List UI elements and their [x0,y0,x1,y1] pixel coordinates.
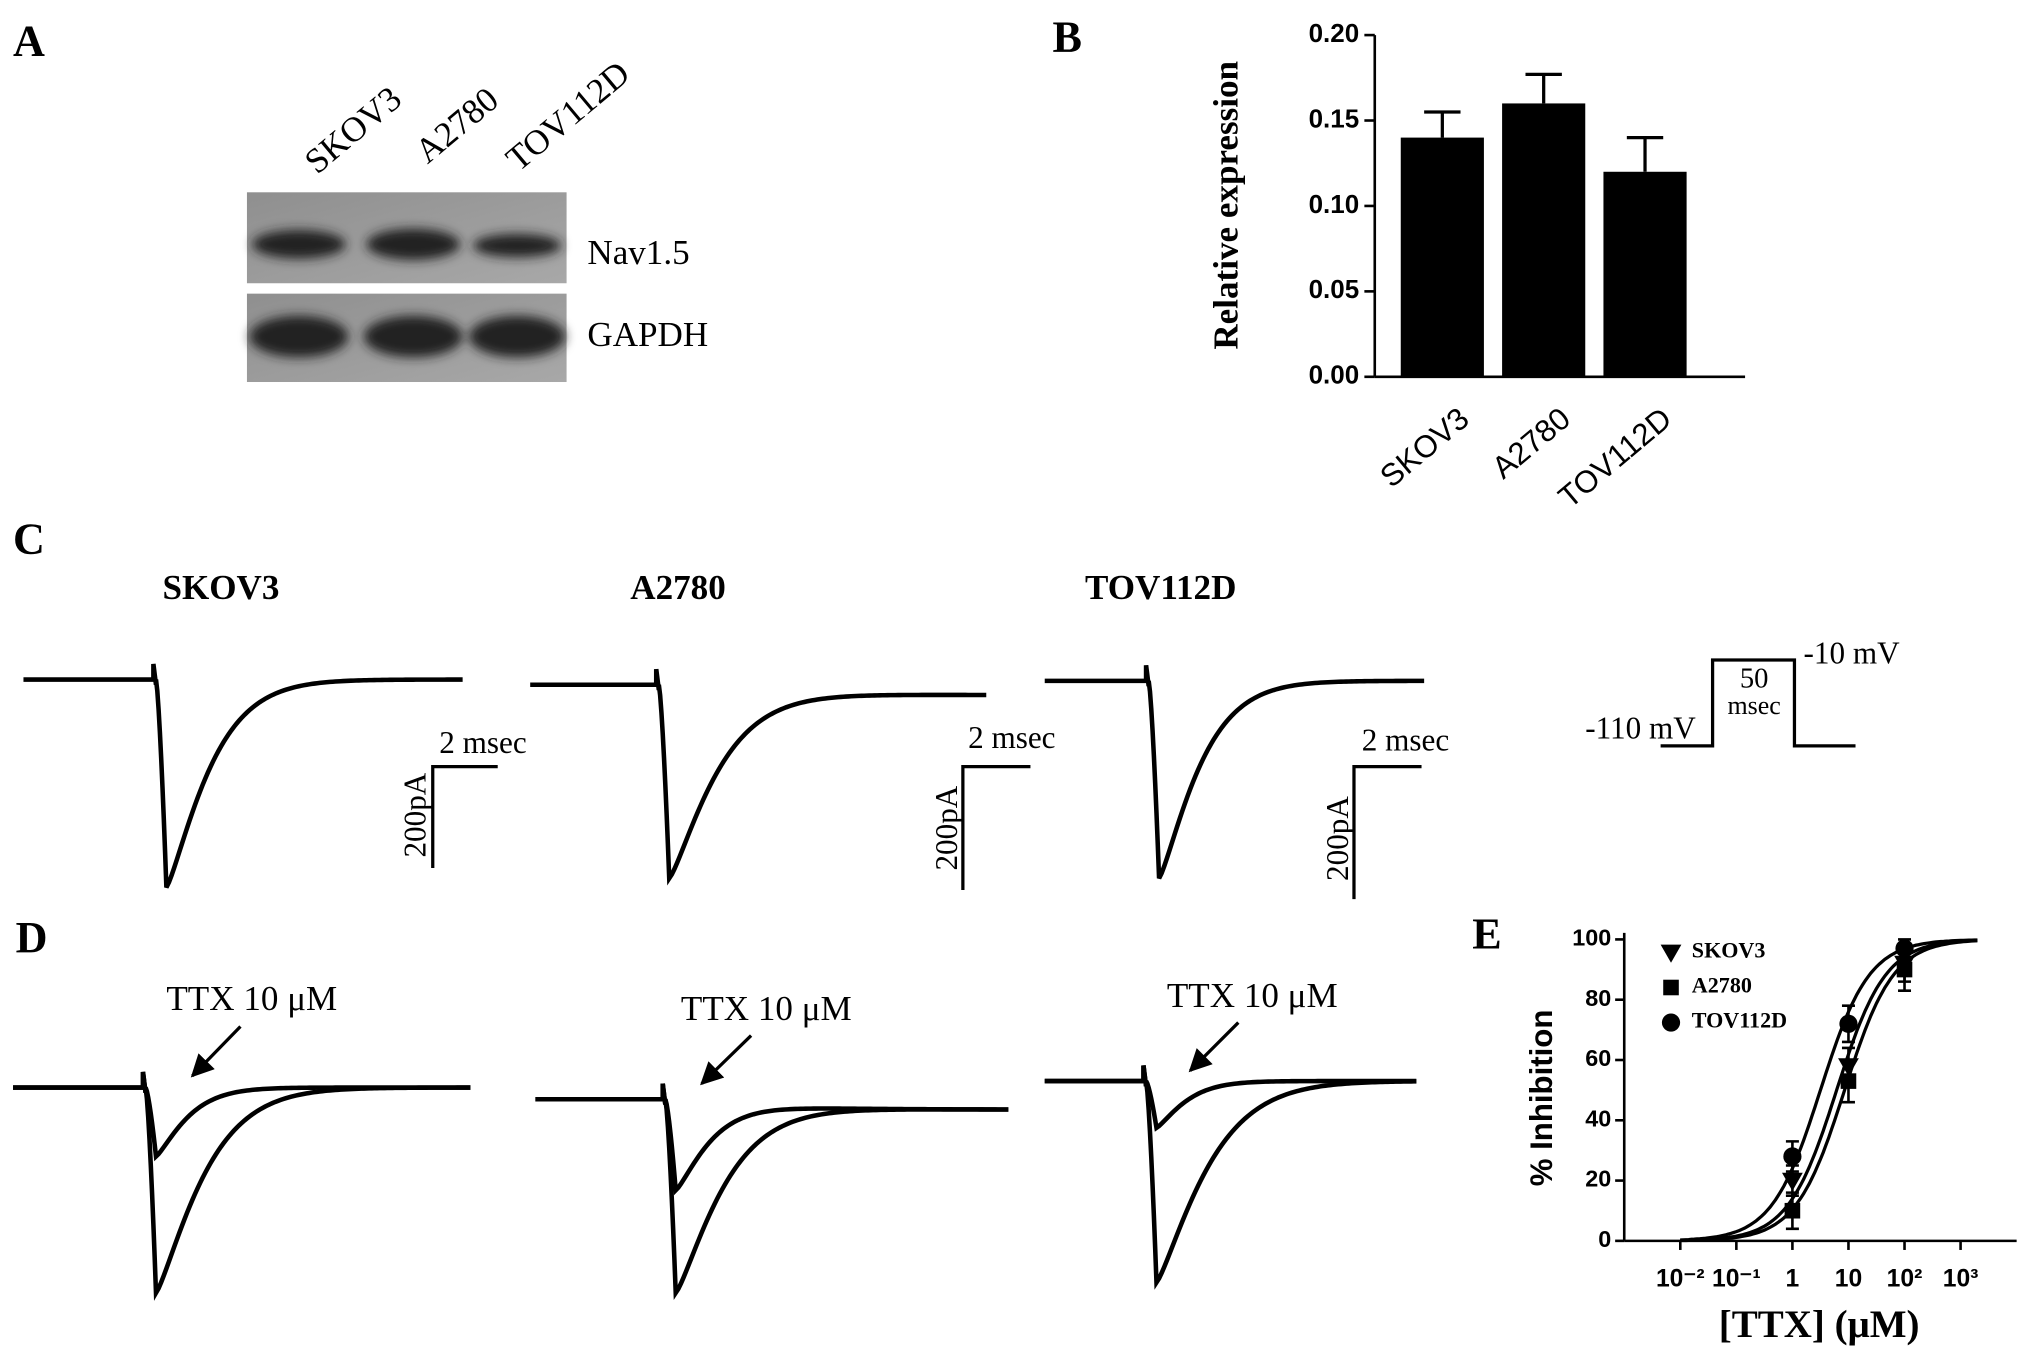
current-trace [530,668,987,886]
y-tick-label: 0.20 [1309,18,1360,48]
marker [1784,1202,1801,1219]
current-trace [1044,664,1425,880]
y-tick-label: 100 [1572,925,1611,951]
current-trace [1044,1065,1417,1290]
error-bar [1525,72,1562,104]
current-trace [1044,1065,1417,1132]
band [473,233,562,258]
panel-label: E [1472,909,1501,958]
arrow [190,1025,242,1078]
cell-label: SKOV3 [162,568,279,607]
error-bar [1626,135,1664,172]
y-tick-label: 0.05 [1309,274,1360,304]
y-tick-label: 0.10 [1309,189,1360,219]
legend-marker [1663,979,1679,996]
band-label: Nav1.5 [587,233,689,272]
protocol-holding: -110 mV [1585,711,1696,746]
panel-label: C [13,514,45,563]
cell-label: TOV112D [1085,568,1236,607]
scale-bar [1352,764,1422,900]
ttx-annotation: TTX 10 μM [1167,976,1338,1015]
x-tick-label: TOV112D [1552,401,1678,515]
x-tick-label: 10 [1835,1265,1862,1292]
bar [1603,171,1687,377]
cell-label: A2780 [630,568,726,607]
x-tick-label: A2780 [1485,401,1577,486]
protocol-duration: 50 [1740,663,1769,694]
ttx-annotation: TTX 10 μM [166,979,337,1018]
x-axis-label: [TTX] (μM) [1719,1303,1920,1346]
band [363,315,463,358]
lane-label: SKOV3 [297,79,409,182]
current-trace [535,1083,1009,1196]
band-label: GAPDH [587,315,708,354]
y-tick-label: 0.15 [1309,103,1360,133]
marker [1895,939,1914,958]
scale-bar [961,764,1031,891]
lane-label: A2780 [408,80,506,171]
lane-label: TOV112D [499,54,638,179]
marker [1840,1073,1857,1089]
scale-current: 200pA [398,772,433,857]
y-tick-label: 80 [1585,985,1611,1011]
current-trace [13,1071,471,1162]
traces [13,663,1425,1301]
legend-label: A2780 [1692,973,1752,998]
ttx-annotation: TTX 10 μM [681,989,852,1028]
y-tick-label: 20 [1585,1166,1611,1192]
bar [1502,103,1586,377]
protocol-unit: msec [1727,691,1780,720]
arrow [1188,1021,1240,1073]
x-tick-label: 10⁻² [1656,1265,1705,1292]
band [469,315,566,358]
fit-curve [1680,939,1978,1243]
current-trace [13,1071,471,1301]
marker [1839,1014,1858,1033]
x-tick-label: 1 [1786,1265,1800,1292]
voltage-protocol [1660,658,1856,748]
panel-label: D [16,913,48,962]
scale-time: 2 msec [439,725,526,760]
band [366,228,461,260]
plots: B Relative expression 0.00 0.05 0.10 0.15 0.20… [1053,13,2017,1346]
scale-time: 2 msec [968,720,1055,755]
arrow [700,1034,753,1086]
scale-current: 200pA [1320,796,1355,881]
scale-bars [190,658,1856,1086]
scale-time: 2 msec [1362,722,1449,757]
x-tick-label: 10⁻¹ [1712,1265,1761,1292]
current-trace [535,1083,1009,1300]
scale-current: 200pA [929,785,964,870]
legend-label: SKOV3 [1692,937,1766,962]
y-tick-label: 60 [1585,1045,1611,1071]
x-tick-label: SKOV3 [1373,401,1475,495]
bar [1400,137,1484,377]
fit-curve [1680,938,1978,1242]
marker [1896,961,1913,978]
legend-marker [1660,944,1682,963]
y-axis-label: Relative expression [1206,61,1245,350]
western-blot [246,192,567,383]
y-axis-label: % Inhibition [1524,1010,1559,1187]
y-tick-label: 0 [1598,1226,1611,1252]
panel-label: A [13,17,45,66]
x-tick-label: 10³ [1943,1265,1979,1292]
y-tick-label: 0.00 [1309,360,1360,390]
legend-marker [1661,1013,1681,1032]
error-bar [1424,110,1461,138]
protocol-step: -10 mV [1804,635,1901,670]
y-tick-label: 40 [1585,1105,1611,1131]
panel-label: B [1053,13,1082,62]
legend-label: TOV112D [1692,1008,1787,1033]
scale-bar [431,764,498,868]
current-trace [23,663,463,889]
x-tick-label: 10² [1887,1265,1923,1292]
marker [1783,1147,1802,1166]
band [252,229,346,259]
band [249,315,349,358]
